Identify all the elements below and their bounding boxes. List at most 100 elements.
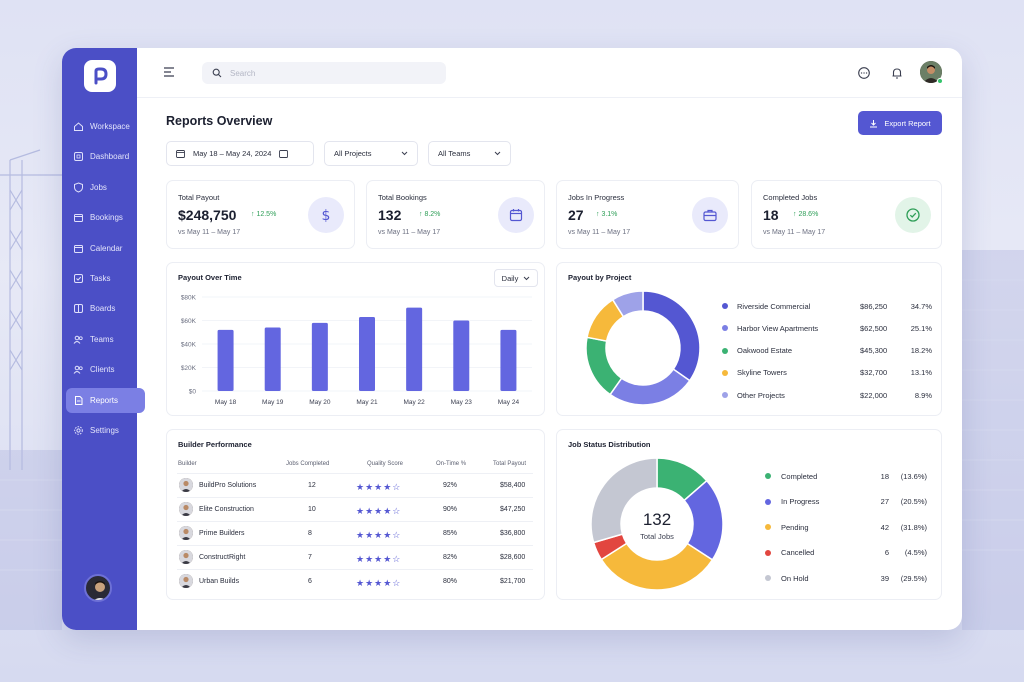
user-avatar[interactable] [920, 61, 942, 83]
project-select[interactable]: All Projects [324, 141, 418, 166]
calendar-icon [74, 244, 83, 253]
bar-may-18[interactable] [217, 329, 234, 391]
on-time-percent: 82% [443, 554, 458, 561]
slice-on-hold[interactable] [590, 457, 658, 544]
card-title: Builder Performance [178, 440, 252, 449]
stat-change: ↑ 12.5% [251, 211, 277, 218]
stat-label: Jobs In Progress [568, 193, 625, 202]
bar-may-23[interactable] [453, 320, 470, 392]
slice-harbor-view-apartments[interactable] [609, 368, 691, 406]
x-tick-label: May 21 [356, 399, 378, 406]
calendar-icon [176, 150, 185, 158]
x-tick-label: May 20 [309, 399, 331, 406]
sidebar-item-label: Dashboard [90, 152, 130, 162]
x-tick-label: May 24 [498, 399, 520, 406]
legend-label: Skyline Towers [737, 368, 787, 378]
legend-dot [722, 303, 728, 309]
team-select[interactable]: All Teams [428, 141, 511, 166]
sidebar-item-settings[interactable]: Settings [66, 418, 146, 443]
users-icon [73, 365, 83, 374]
sidebar-avatar[interactable] [84, 574, 112, 602]
bell-icon[interactable] [890, 66, 904, 80]
payout-bar-chart: $0 $20K $40K $60K $80K May 18 May 19 May 20 May … [181, 295, 532, 406]
bar-may-21[interactable] [359, 316, 375, 391]
legend-label: Pending [781, 522, 809, 532]
stat-card: Jobs In Progress 27 ↑ 3.1% vs May 11 – May … [556, 180, 739, 249]
sidebar-item-dashboard[interactable]: Dashboard [66, 144, 146, 169]
stat-value: 18 [763, 207, 779, 223]
sidebar-item-calendar[interactable]: Calendar [66, 236, 146, 261]
legend-item: Oakwood Estate $45,300 18.2% [722, 345, 932, 357]
period-select[interactable]: Daily [494, 269, 538, 287]
slice-pending[interactable] [600, 542, 714, 591]
bar-may-22[interactable] [406, 307, 423, 391]
y-tick-label: $0 [189, 389, 197, 396]
search-input[interactable] [230, 68, 430, 78]
sidebar: Workspace Dashboard Jobs Bookings Calendar Ta… [62, 48, 145, 630]
period-select-value: Daily [501, 273, 519, 283]
chevron-down-icon [523, 276, 530, 280]
legend-item: Pending 42 (31.8%) [765, 521, 927, 533]
logo-icon [94, 67, 108, 85]
legend-item: Completed 18 (13.6%) [765, 470, 927, 482]
sidebar-item-label: Bookings [90, 213, 123, 223]
legend-item: Skyline Towers $32,700 13.1% [722, 367, 932, 379]
download-icon [870, 119, 878, 127]
total-jobs-label: Total Jobs [640, 532, 674, 541]
legend-dot [765, 549, 771, 556]
sidebar-item-workspace[interactable]: Workspace [66, 114, 146, 139]
legend-label: Oakwood Estate [737, 346, 793, 356]
slice-other-projects[interactable] [611, 290, 644, 318]
stat-change: ↑ 3.1% [596, 211, 618, 218]
table-row[interactable]: ConstructRight 7 ★★★★☆ 82% $28,600 [177, 545, 533, 569]
stat-comparison: vs May 11 – May 17 [568, 229, 631, 236]
table-row[interactable]: Prime Builders 8 ★★★★☆ 85% $36,800 [177, 521, 533, 545]
project-donut-chart [585, 290, 701, 406]
jobs-completed: 8 [308, 530, 312, 537]
menu-icon[interactable] [163, 67, 175, 77]
total-payout: $28,600 [500, 554, 526, 561]
legend-value: $22,000 [860, 390, 888, 400]
sidebar-item-tasks[interactable]: Tasks [66, 266, 146, 291]
column-header: On-Time % [436, 461, 467, 467]
builder-name: Elite Construction [199, 506, 254, 513]
slice-oakwood-estate[interactable] [585, 336, 623, 396]
sidebar-item-jobs[interactable]: Jobs [66, 175, 146, 200]
stat-icon-wrap [498, 197, 534, 233]
stat-card: Total Payout $248,750 ↑ 12.5% vs May 11 – M… [166, 180, 355, 249]
slice-riverside-commercial[interactable] [642, 290, 701, 382]
calendar-icon [509, 209, 523, 222]
table-row[interactable]: Elite Construction 10 ★★★★☆ 90% $47,250 [177, 497, 533, 521]
table-row[interactable]: BuildPro Solutions 12 ★★★★☆ 92% $58,400 [177, 473, 533, 497]
legend-label: Riverside Commercial [737, 301, 811, 311]
sidebar-item-boards[interactable]: Boards [66, 296, 146, 321]
sidebar-item-teams[interactable]: Teams [66, 327, 146, 352]
users-icon [73, 335, 83, 344]
app-logo[interactable] [84, 60, 116, 92]
sidebar-item-bookings[interactable]: Bookings [66, 205, 146, 230]
legend-label: Completed [781, 471, 818, 481]
sidebar-item-reports[interactable]: Reports [66, 387, 145, 413]
builder-avatar [179, 526, 193, 540]
date-range-picker[interactable]: May 18 – May 24, 2024 [166, 141, 314, 166]
bar-may-24[interactable] [500, 329, 517, 391]
legend-item: Cancelled 6 (4.5%) [765, 547, 927, 559]
legend-label: Harbor View Apartments [737, 323, 819, 333]
export-report-button[interactable]: Export Report [858, 111, 942, 135]
sidebar-item-label: Teams [90, 334, 114, 344]
bar-may-19[interactable] [264, 327, 281, 391]
card-title: Payout by Project [568, 273, 632, 282]
bar-may-20[interactable] [311, 322, 328, 391]
on-time-percent: 80% [443, 578, 458, 585]
quality-stars: ★★★★☆ [356, 482, 402, 492]
quality-stars: ★★★★☆ [356, 578, 402, 588]
table-row[interactable]: Urban Builds 6 ★★★★☆ 80% $21,700 [177, 569, 533, 593]
svg-text:$: $ [322, 208, 331, 223]
builder-performance-card: Builder Performance Builder Jobs Complet… [166, 429, 545, 600]
quality-stars: ★★★★☆ [356, 554, 402, 564]
sidebar-item-clients[interactable]: Clients [66, 357, 146, 382]
column-header: Jobs Completed [286, 461, 330, 467]
chat-icon[interactable] [857, 66, 871, 80]
search-bar[interactable] [202, 62, 446, 84]
legend-dot [722, 325, 728, 332]
